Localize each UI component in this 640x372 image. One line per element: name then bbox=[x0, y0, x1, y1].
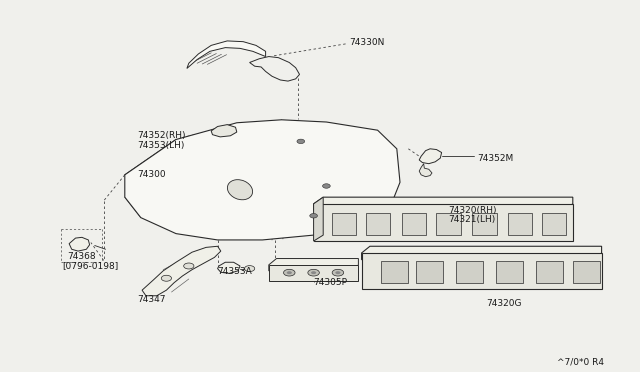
Ellipse shape bbox=[227, 180, 253, 200]
Circle shape bbox=[310, 214, 317, 218]
Text: 74352M: 74352M bbox=[477, 154, 513, 163]
Text: 74321(LH): 74321(LH) bbox=[448, 215, 495, 224]
Polygon shape bbox=[142, 246, 221, 296]
Bar bbox=[436, 213, 461, 235]
Text: ^7/0*0 R4: ^7/0*0 R4 bbox=[557, 357, 604, 366]
Text: 74368: 74368 bbox=[67, 252, 96, 261]
Circle shape bbox=[308, 269, 319, 276]
Text: 74330N: 74330N bbox=[349, 38, 384, 47]
Polygon shape bbox=[419, 149, 442, 164]
Bar bbox=[416, 261, 443, 283]
Bar bbox=[508, 213, 532, 235]
Circle shape bbox=[244, 266, 255, 272]
Polygon shape bbox=[362, 253, 602, 289]
Circle shape bbox=[184, 263, 194, 269]
Text: 74320G: 74320G bbox=[486, 299, 522, 308]
Text: 74353(LH): 74353(LH) bbox=[138, 141, 185, 150]
Circle shape bbox=[297, 139, 305, 144]
Text: 74352(RH): 74352(RH) bbox=[138, 131, 186, 140]
Text: 74305P: 74305P bbox=[314, 278, 348, 287]
Bar bbox=[573, 261, 600, 283]
Text: 74300: 74300 bbox=[138, 170, 166, 179]
Polygon shape bbox=[269, 259, 358, 271]
Polygon shape bbox=[218, 262, 240, 273]
Text: 74353A: 74353A bbox=[218, 267, 252, 276]
Bar bbox=[381, 261, 408, 283]
Bar bbox=[542, 213, 566, 235]
Bar bbox=[402, 213, 426, 235]
Polygon shape bbox=[211, 125, 237, 137]
Bar bbox=[366, 213, 390, 235]
Polygon shape bbox=[362, 246, 602, 260]
Circle shape bbox=[332, 269, 344, 276]
Circle shape bbox=[311, 271, 316, 274]
Circle shape bbox=[284, 269, 295, 276]
Bar bbox=[456, 261, 483, 283]
Circle shape bbox=[287, 271, 292, 274]
Polygon shape bbox=[314, 197, 573, 210]
Polygon shape bbox=[269, 265, 358, 281]
Text: 74347: 74347 bbox=[138, 295, 166, 304]
Circle shape bbox=[323, 184, 330, 188]
Circle shape bbox=[161, 275, 172, 281]
Bar bbox=[332, 213, 356, 235]
Polygon shape bbox=[314, 204, 573, 241]
Polygon shape bbox=[125, 120, 400, 240]
Text: [0796-0198]: [0796-0198] bbox=[63, 262, 119, 270]
Polygon shape bbox=[250, 57, 300, 81]
Polygon shape bbox=[419, 164, 432, 177]
Circle shape bbox=[335, 271, 340, 274]
Bar bbox=[472, 213, 497, 235]
Polygon shape bbox=[69, 237, 90, 251]
Text: 74320(RH): 74320(RH) bbox=[448, 206, 497, 215]
Bar bbox=[496, 261, 523, 283]
Bar bbox=[536, 261, 563, 283]
Polygon shape bbox=[187, 41, 266, 68]
Polygon shape bbox=[314, 197, 323, 241]
